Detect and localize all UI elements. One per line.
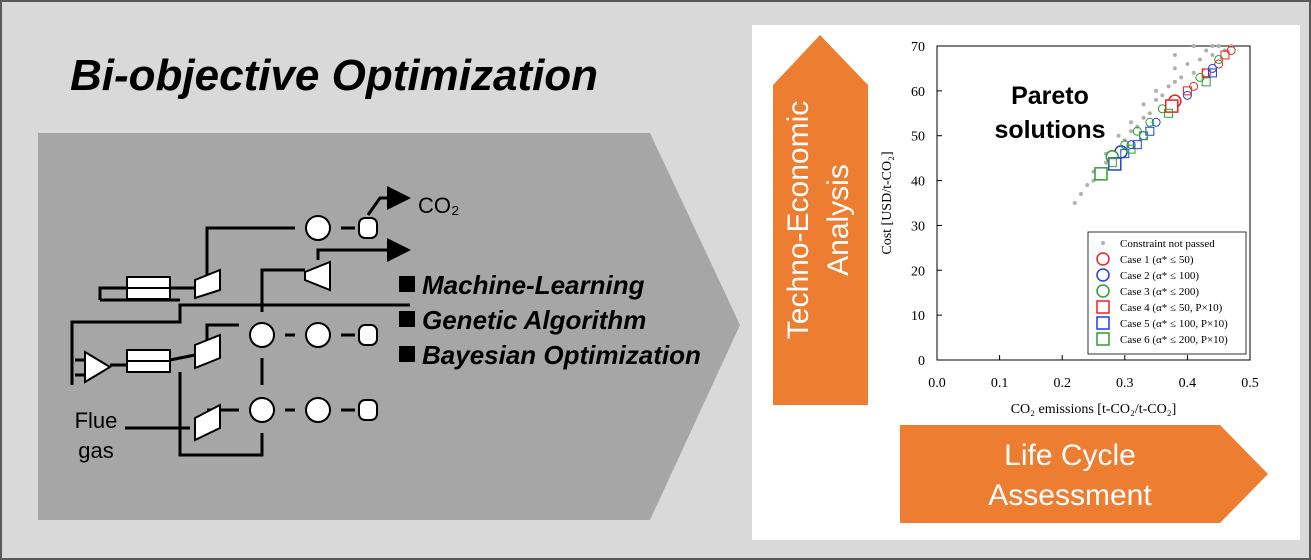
method: Genetic Algorithm	[422, 305, 646, 335]
point	[1164, 108, 1174, 118]
point	[1197, 57, 1202, 62]
y-axis-label: Cost [USD/t-CO₂]	[880, 151, 895, 254]
x-axis-label: CO₂ emissions [t-CO₂/t-CO₂]	[1011, 402, 1177, 417]
point	[1216, 44, 1221, 48]
assessment-arrow	[900, 425, 1268, 523]
method: Machine-Learning	[422, 270, 645, 300]
legend-label: Constraint not passed	[1120, 238, 1215, 250]
legend-marker	[1101, 241, 1105, 245]
point	[1147, 111, 1152, 116]
point	[1104, 160, 1109, 165]
point	[1078, 192, 1083, 197]
point	[1151, 117, 1161, 127]
point	[1094, 167, 1108, 181]
point	[1085, 183, 1090, 188]
point	[1166, 84, 1171, 89]
process-flow-diagram	[70, 186, 411, 457]
x-tick-label: 0.3	[1116, 376, 1134, 391]
point	[1145, 117, 1155, 127]
point	[1207, 68, 1217, 78]
x-tick-label: 0.1	[991, 376, 1009, 391]
legend-label: Case 1 (α* ≤ 50)	[1120, 254, 1194, 266]
point	[1116, 133, 1121, 138]
analysis-label: Techno-Economic	[782, 101, 815, 339]
point	[1160, 93, 1165, 98]
feed-label: gas	[78, 438, 113, 463]
y-tick-label: 20	[911, 264, 925, 279]
y-tick-label: 50	[911, 130, 925, 145]
point	[1191, 44, 1196, 48]
analysis-arrow	[773, 35, 868, 405]
y-tick-label: 70	[911, 40, 925, 55]
y-tick-label: 30	[911, 219, 925, 234]
point	[1185, 61, 1190, 66]
analysis-label: Analysis	[822, 164, 855, 276]
y-tick-label: 40	[911, 175, 925, 190]
annotation: solutions	[994, 116, 1105, 144]
y-tick-label: 60	[911, 85, 925, 100]
point	[1141, 115, 1146, 120]
point	[1172, 66, 1177, 71]
point	[1154, 97, 1159, 102]
assessment-label: Life Cycle	[1004, 439, 1136, 472]
point	[1154, 88, 1159, 93]
x-tick-label: 0.0	[928, 376, 946, 391]
annotation: Pareto	[1011, 82, 1089, 110]
point	[1141, 102, 1146, 107]
x-tick-label: 0.5	[1241, 376, 1259, 391]
y-tick-label: 10	[911, 309, 925, 324]
legend-label: Case 4 (α* ≤ 50, P×10)	[1120, 302, 1223, 314]
legend-box	[1087, 231, 1247, 355]
legend-marker	[1096, 316, 1110, 330]
methods: Machine-Learning Genetic Algorithm Bayes…	[399, 270, 701, 370]
plot-frame	[936, 45, 1251, 361]
product-label: CO₂	[418, 193, 460, 218]
point	[1191, 70, 1196, 75]
legend-label: Case 6 (α* ≤ 200, P×10)	[1120, 334, 1228, 346]
method: Bayesian Optimization	[422, 340, 701, 370]
point	[1126, 144, 1136, 154]
y-tick-label: 0	[918, 354, 925, 369]
legend-marker	[1096, 268, 1110, 282]
scatter-chart: 0.0 0.1 0.2 0.3 0.4 0.5 0 10 20 30 40 50 60 70 CO₂ emi…	[880, 40, 1259, 417]
point	[1214, 59, 1224, 69]
bullet	[399, 346, 415, 362]
point	[1204, 48, 1209, 53]
point	[1165, 99, 1179, 113]
legend-label: Case 5 (α* ≤ 100, P×10)	[1120, 318, 1228, 330]
point	[1220, 50, 1230, 60]
x-tick-label: 0.2	[1053, 376, 1071, 391]
point	[1182, 86, 1192, 96]
title: Bi-objective Optimization	[70, 51, 598, 100]
x-tick-label: 0.4	[1179, 376, 1197, 391]
feed-label: Flue	[75, 408, 118, 433]
point	[1107, 158, 1117, 168]
point	[1210, 52, 1215, 57]
point	[1201, 68, 1211, 78]
legend-label: Case 2 (α* ≤ 100)	[1120, 270, 1199, 282]
point	[1129, 120, 1134, 125]
point	[1108, 157, 1122, 171]
bullet	[399, 311, 415, 327]
assessment-label: Assessment	[988, 479, 1152, 512]
point	[1139, 131, 1149, 141]
point	[1172, 79, 1177, 84]
legend-marker	[1096, 300, 1110, 314]
point	[1072, 201, 1077, 205]
bullet	[399, 276, 415, 292]
legend-marker	[1096, 252, 1110, 266]
point	[1210, 44, 1215, 48]
legend-marker	[1096, 332, 1110, 346]
legend-label: Case 3 (α* ≤ 200)	[1120, 286, 1199, 298]
point	[1129, 129, 1134, 134]
point	[1179, 75, 1184, 80]
legend-marker	[1096, 284, 1110, 298]
point	[1201, 77, 1211, 87]
point	[1172, 52, 1177, 57]
